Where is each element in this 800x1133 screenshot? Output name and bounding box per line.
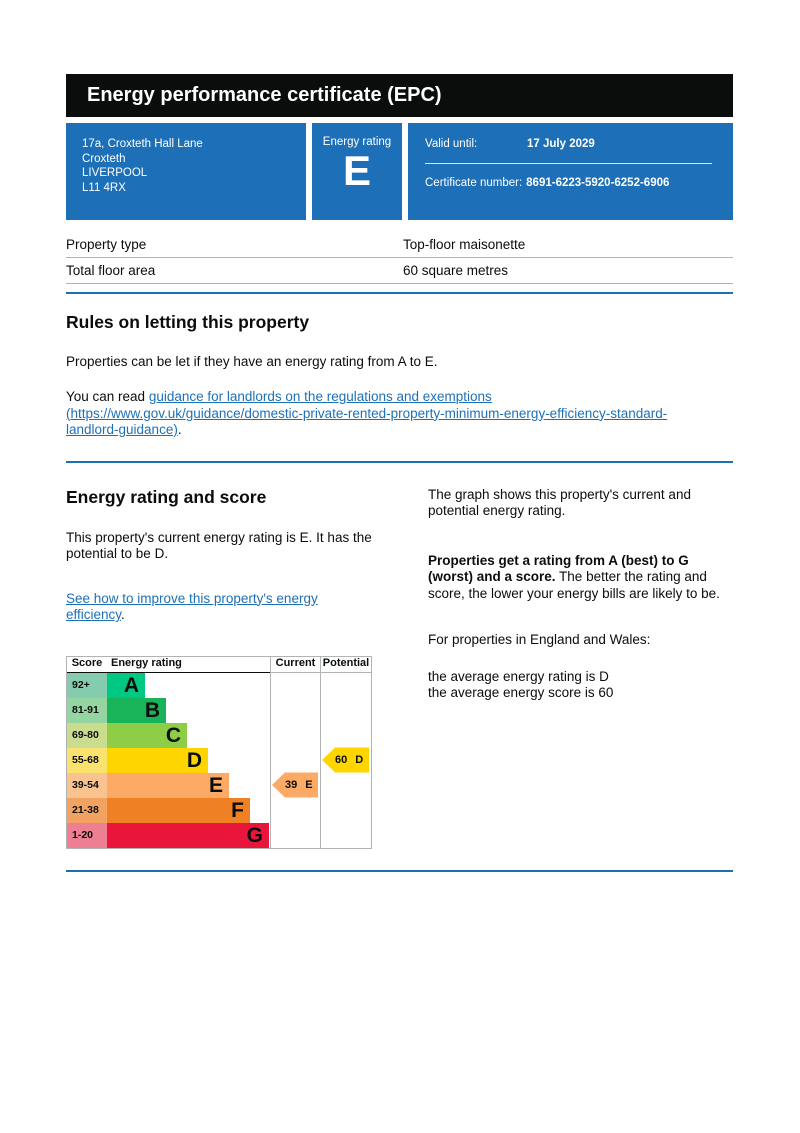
table-row: Total floor area 60 square metres (66, 258, 733, 284)
valid-until-label: Valid until: (425, 138, 478, 150)
rating-band-bar-b: B (107, 697, 166, 723)
property-summary-table: Property type Top-floor maisonette Total… (66, 232, 733, 284)
rating-band-bar-a: A (107, 672, 145, 698)
summary-banner: 17a, Croxteth Hall Lane Croxteth LIVERPO… (66, 123, 733, 220)
average-rating-line: the average energy rating is D (428, 668, 609, 684)
arrow-score: 39 (285, 779, 298, 791)
document-title-bar: Energy performance certificate (EPC) (66, 74, 733, 117)
current-column-line (270, 672, 271, 848)
arrow-letter: D (355, 754, 364, 766)
certificate-number-row: Certificate number: 8691-6223-5920-6252-6… (425, 177, 719, 189)
address-line: L11 4RX (82, 181, 126, 194)
potential-column-line (320, 672, 321, 848)
certificate-number-value: 8691-6223-5920-6252-6906 (526, 177, 670, 189)
rating-explanation: Properties get a rating from A (best) to… (428, 553, 733, 603)
band-letter: A (123, 673, 139, 697)
current-rating-text: This property's current energy rating is… (66, 529, 372, 562)
energy-rating-box: Energy rating E (312, 123, 402, 220)
letting-guidance-paragraph: You can read guidance for landlords on t… (66, 389, 706, 439)
table-row: Property type Top-floor maisonette (66, 232, 733, 258)
address-line: 17a, Croxteth Hall Lane (82, 138, 203, 150)
score-range-label: 1-20 (67, 822, 107, 848)
floor-area-label: Total floor area (66, 263, 156, 278)
address-line: Croxteth (82, 152, 126, 165)
band-letter: B (144, 698, 160, 722)
chart-column-score: Score (67, 657, 107, 673)
score-range-label: 92+ (67, 672, 107, 698)
rating-section-heading: Energy rating and score (66, 486, 267, 507)
rating-band-row-a: 92+ A (67, 672, 371, 698)
score-range-label: 81-91 (67, 697, 107, 723)
rating-band-row-f: 21-38 F (67, 797, 371, 823)
averages-text: the average energy rating is D the avera… (428, 669, 733, 702)
rating-band-row-d: 55-68 D (67, 747, 371, 773)
address-line: LIVERPOOL (82, 167, 148, 179)
score-range-label: 21-38 (67, 797, 107, 823)
rating-right-column: The graph shows this property's current … (428, 487, 733, 849)
chart-column-rating: Energy rating (107, 657, 270, 673)
rating-band-bar-f: F (107, 797, 250, 823)
band-letter: G (246, 823, 263, 847)
property-type-value: Top-floor maisonette (403, 237, 526, 252)
section-divider (66, 292, 733, 294)
guidance-link-prefix: You can read (66, 389, 149, 404)
rating-band-row-g: 1-20 G (67, 822, 371, 848)
chart-header-row: Score Energy rating Current Potential (67, 656, 371, 673)
epc-chart-body: 92+ A 81-91 B 69-80 C 55-68 D 39-54 E 21-38 F 1-20 G 3… (67, 672, 371, 848)
property-address: 17a, Croxteth Hall Lane Croxteth LIVERPO… (66, 123, 306, 220)
rating-band-bar-c: C (107, 722, 187, 748)
floor-area-value: 60 square metres (403, 263, 509, 278)
rating-band-row-b: 81-91 B (67, 697, 371, 723)
rating-left-column: Energy rating and score This property's … (66, 487, 428, 849)
improve-suffix: . (121, 607, 125, 622)
chart-column-potential: Potential (320, 656, 371, 673)
score-range-label: 69-80 (67, 722, 107, 748)
energy-rating-section: Energy rating and score This property's … (66, 487, 733, 849)
rating-band-bar-d: D (107, 747, 208, 773)
landlord-guidance-link[interactable]: guidance for landlords on the regulation… (66, 389, 668, 437)
band-letter: E (208, 773, 223, 797)
graph-description: The graph shows this property's current … (428, 486, 691, 519)
document-content: Energy performance certificate (EPC) 17a… (66, 74, 733, 872)
rating-band-bar-g: G (107, 822, 269, 848)
letting-rules-paragraph: Properties can be let if they have an en… (66, 354, 438, 369)
score-range-label: 55-68 (67, 747, 107, 773)
score-range-label: 39-54 (67, 772, 107, 798)
valid-until-value: 17 July 2029 (527, 138, 595, 150)
energy-rating-value: E (342, 147, 371, 194)
certificate-number-label: Certificate number: (425, 177, 523, 189)
improve-efficiency-link[interactable]: See how to improve this property's energ… (66, 590, 318, 623)
guidance-link-suffix: . (177, 422, 182, 437)
rating-band-row-e: 39-54 E (67, 772, 371, 798)
average-score-line: the average energy score is 60 (428, 685, 614, 700)
improve-paragraph: See how to improve this property's energ… (66, 591, 366, 624)
section-divider (66, 460, 733, 463)
energy-rating-label: Energy rating (322, 136, 392, 148)
rating-explanation-bold: Properties get a rating from A (best) to… (428, 552, 689, 585)
rating-explanation-rest: The better the rating and score, the low… (428, 569, 720, 601)
band-letter: C (165, 723, 181, 747)
section-divider (66, 869, 733, 872)
epc-rating-chart: Score Energy rating Current Potential 92… (66, 655, 372, 849)
letting-rules-heading: Rules on letting this property (66, 312, 310, 332)
england-wales-text: For properties in England and Wales: (428, 632, 651, 647)
rating-band-bar-e: E (107, 772, 229, 798)
arrow-letter: E (305, 779, 313, 791)
band-letter: F (231, 798, 244, 822)
chart-column-current: Current (270, 656, 320, 673)
valid-until-row: Valid until: 17 July 2029 (425, 138, 719, 150)
property-type-label: Property type (66, 237, 147, 252)
band-letter: D (186, 748, 202, 772)
rating-band-row-c: 69-80 C (67, 722, 371, 748)
validity-box: Valid until: 17 July 2029 Certificate nu… (408, 123, 733, 220)
validity-divider (425, 163, 712, 164)
arrow-score: 60 (335, 754, 348, 766)
document-title: Energy performance certificate (EPC) (87, 84, 442, 106)
letting-rules-section: Rules on letting this property Propertie… (66, 312, 733, 439)
